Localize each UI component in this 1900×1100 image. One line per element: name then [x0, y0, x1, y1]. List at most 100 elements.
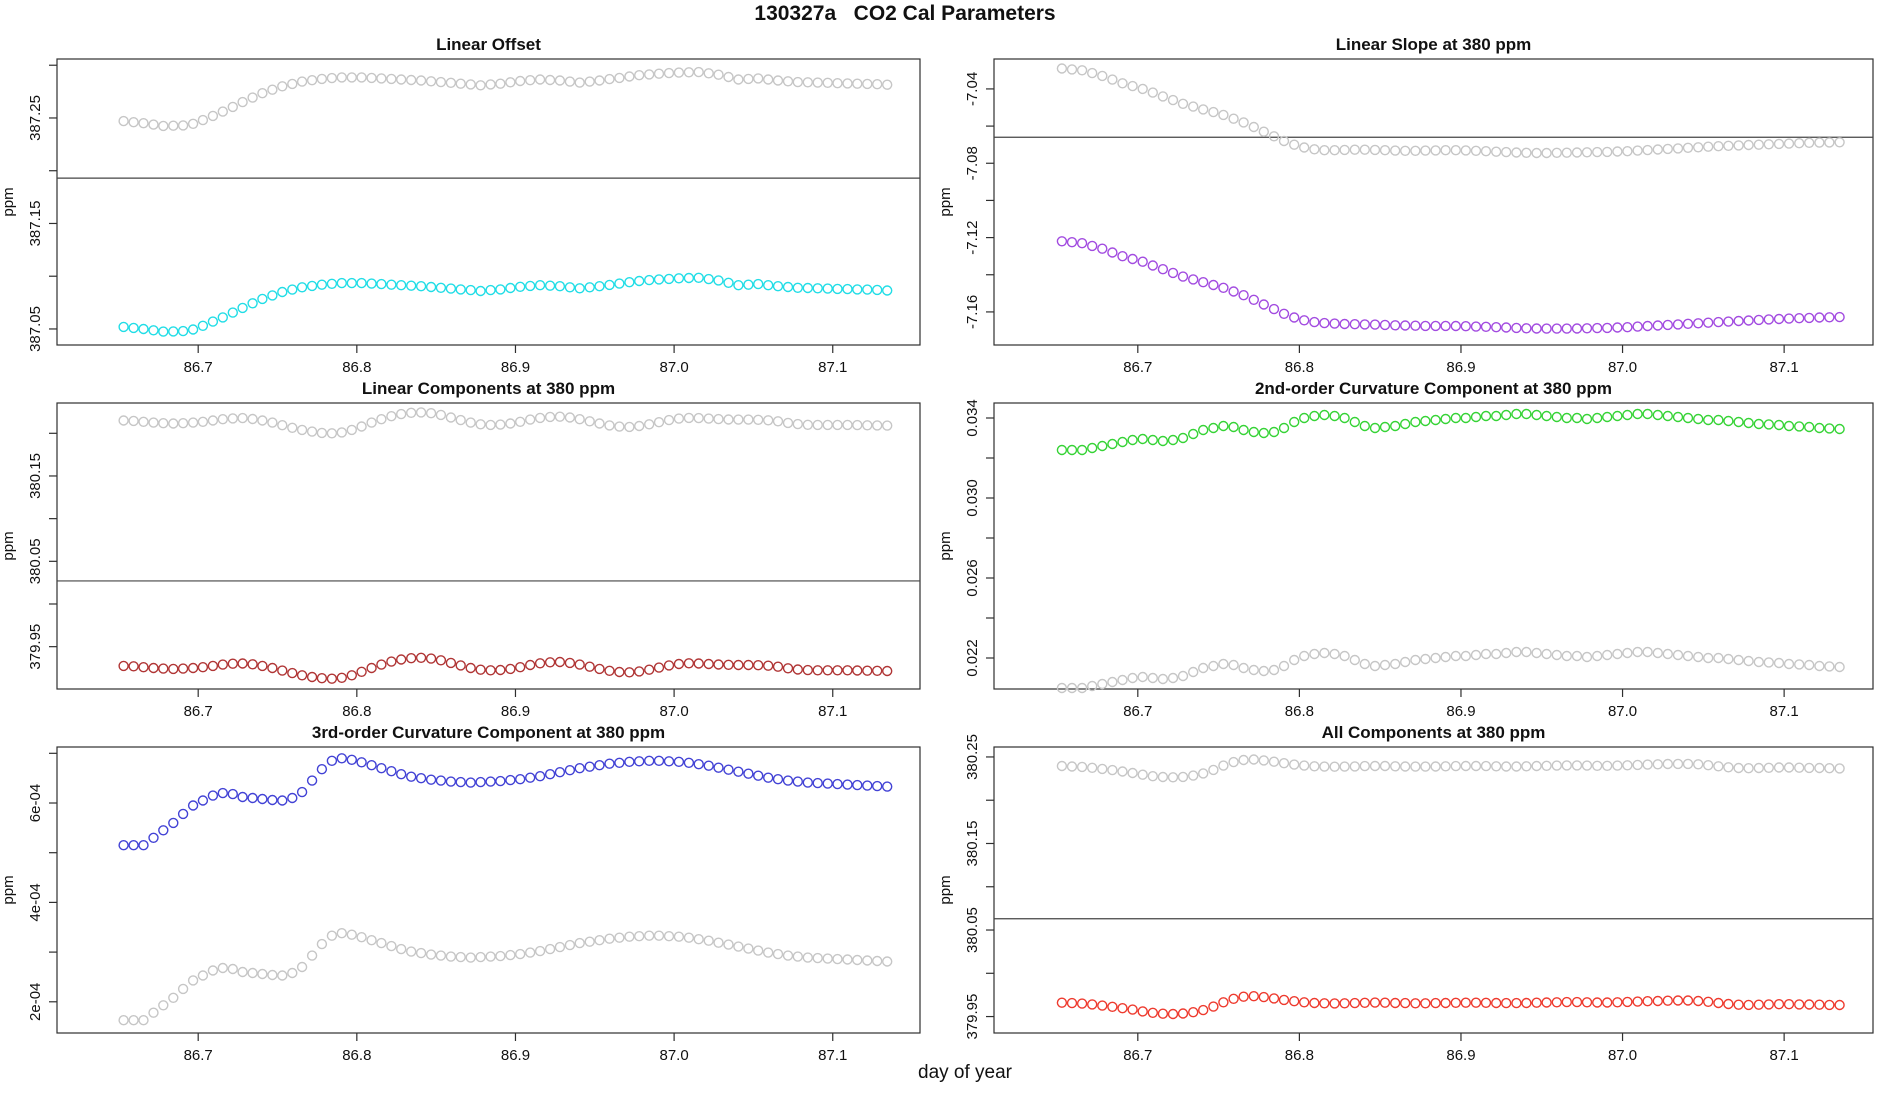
- data-point: [1208, 1001, 1219, 1012]
- x-tick-label: 87.0: [1608, 359, 1637, 376]
- data-point: [1349, 416, 1361, 428]
- data-point: [604, 420, 615, 431]
- data-point: [1773, 138, 1785, 150]
- series-gray-reference: [118, 66, 893, 132]
- data-point: [1248, 664, 1260, 676]
- data-point: [1197, 277, 1209, 288]
- data-point: [1571, 147, 1583, 158]
- data-point: [257, 660, 268, 672]
- data-point: [336, 928, 347, 939]
- data-point: [1692, 318, 1704, 329]
- data-point: [138, 323, 149, 335]
- data-point: [1137, 1006, 1148, 1017]
- data-point: [1763, 657, 1775, 668]
- data-point: [1309, 761, 1320, 772]
- y-tick-label: 4e-04: [27, 883, 44, 921]
- data-point: [614, 278, 625, 289]
- data-point: [296, 961, 308, 973]
- data-point: [1399, 997, 1411, 1009]
- data-point: [882, 665, 893, 677]
- data-point: [525, 947, 536, 958]
- y-tick-label: 387.15: [27, 201, 44, 247]
- data-point: [1460, 760, 1472, 772]
- data-point: [1743, 139, 1754, 151]
- data-point: [663, 931, 675, 942]
- data-point: [1399, 656, 1411, 668]
- data-point: [1521, 323, 1532, 334]
- data-point: [802, 664, 813, 676]
- data-point: [237, 302, 248, 314]
- y-tick-label: 0.022: [964, 639, 981, 677]
- y-tick-label: 0.026: [964, 559, 981, 597]
- data-point: [842, 419, 853, 431]
- data-point: [1642, 646, 1653, 658]
- data-point: [515, 75, 526, 87]
- data-point: [1147, 260, 1159, 271]
- data-point: [564, 657, 576, 669]
- data-point: [158, 1000, 169, 1011]
- data-point: [634, 69, 645, 81]
- data-point: [425, 774, 437, 785]
- data-point: [1208, 660, 1219, 672]
- data-point: [614, 932, 625, 943]
- data-point: [733, 659, 744, 671]
- data-point: [1399, 320, 1411, 331]
- data-point: [505, 282, 516, 294]
- data-point: [1713, 316, 1724, 328]
- data-point: [1612, 146, 1623, 157]
- y-axis-label: ppm: [0, 187, 17, 216]
- data-point: [862, 780, 873, 791]
- data-point: [148, 662, 159, 674]
- data-point: [346, 670, 357, 681]
- y-tick-label: 380.15: [964, 821, 981, 867]
- data-point: [168, 418, 179, 429]
- data-point: [485, 776, 496, 787]
- data-point: [1369, 660, 1381, 672]
- data-point: [257, 87, 268, 99]
- data-point: [1410, 145, 1421, 157]
- data-point: [1177, 670, 1189, 682]
- data-point: [1288, 996, 1300, 1007]
- data-point: [544, 657, 556, 668]
- y-tick-label: 6e-04: [27, 784, 44, 822]
- data-point: [1783, 138, 1795, 149]
- data-point: [187, 800, 199, 811]
- data-point: [1500, 761, 1512, 772]
- data-point: [128, 1015, 139, 1026]
- data-point: [227, 963, 239, 975]
- data-point: [1521, 997, 1532, 1009]
- data-point: [1107, 1001, 1118, 1012]
- data-point: [1147, 87, 1159, 98]
- data-point: [703, 658, 714, 670]
- data-point: [386, 940, 397, 952]
- data-point: [852, 779, 863, 791]
- data-point: [1359, 144, 1371, 155]
- data-point: [1692, 759, 1704, 770]
- data-point: [435, 282, 447, 293]
- data-point: [1258, 299, 1270, 310]
- data-point: [1056, 63, 1068, 74]
- data-point: [525, 280, 536, 292]
- data-point: [1460, 145, 1472, 156]
- data-point: [1218, 109, 1229, 121]
- data-point: [743, 414, 754, 425]
- data-point: [277, 286, 288, 298]
- data-point: [1561, 996, 1573, 1008]
- data-point: [1117, 766, 1128, 777]
- data-point: [1248, 294, 1260, 305]
- data-point: [1500, 409, 1512, 421]
- data-point: [792, 418, 803, 430]
- data-point: [1713, 997, 1724, 1009]
- data-point: [842, 283, 853, 295]
- data-point: [1531, 323, 1542, 334]
- data-point: [842, 665, 853, 676]
- x-tick-label: 87.0: [660, 1047, 689, 1064]
- data-point: [445, 77, 457, 89]
- x-tick-label: 86.8: [1285, 359, 1314, 376]
- data-point: [1218, 282, 1229, 293]
- data-point: [1298, 412, 1310, 424]
- data-point: [802, 419, 813, 430]
- data-point: [1107, 438, 1118, 450]
- data-point: [296, 282, 308, 293]
